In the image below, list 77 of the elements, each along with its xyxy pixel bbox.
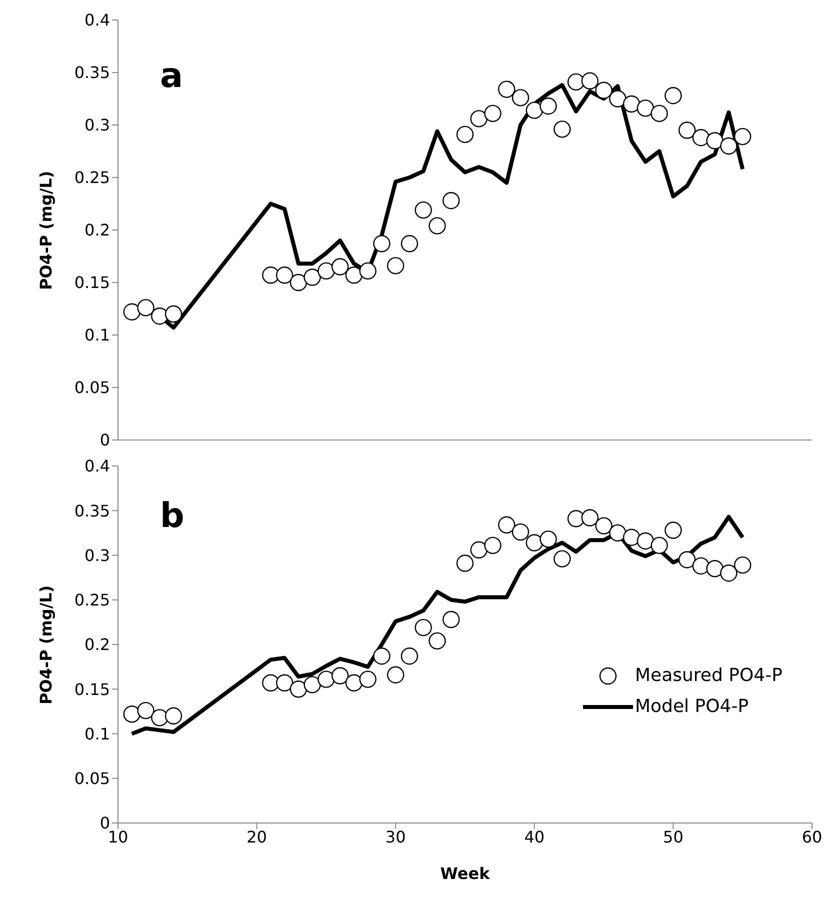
y-tick-label: 0.1: [84, 724, 110, 744]
point: [151, 308, 168, 325]
y-tick-label: 0.2: [84, 220, 110, 240]
point: [720, 564, 738, 582]
y-tick-label: 0.3: [84, 116, 110, 135]
y-tick-label: 0.4: [84, 456, 110, 476]
point: [387, 666, 404, 684]
y-tick-label: 0.3: [84, 546, 110, 565]
point: [428, 632, 446, 650]
y-tick-label: 0.05: [74, 378, 110, 398]
annotation: a: [160, 56, 183, 96]
point: [137, 702, 154, 720]
point: [512, 89, 530, 106]
point: [331, 667, 349, 684]
point: [373, 648, 390, 665]
y-axis-title: PO4-P (mg/L): [36, 170, 56, 290]
point: [442, 192, 460, 210]
x-tick-label: 50: [663, 827, 684, 846]
x-tick-label: 40: [524, 827, 545, 846]
x-tick-label: 60: [802, 827, 822, 846]
annotation: b: [160, 496, 184, 536]
point: [720, 137, 738, 155]
y-tick-label: 0.15: [74, 680, 110, 699]
x-tick-label: 20: [246, 827, 267, 846]
point: [554, 120, 571, 138]
point: [595, 82, 612, 99]
y-tick-label: 0: [100, 430, 110, 450]
point: [400, 648, 418, 665]
point: [540, 98, 557, 115]
y-tick-label: 0.35: [74, 63, 110, 82]
point: [442, 610, 460, 628]
point: [387, 257, 404, 274]
point: [456, 126, 474, 144]
point: [526, 102, 543, 119]
point: [137, 299, 154, 316]
point: [276, 266, 294, 284]
point: [414, 618, 432, 636]
point: [164, 707, 182, 724]
point: [428, 217, 446, 234]
y-axis-title: PO4-P (mg/L): [36, 585, 56, 704]
point: [554, 550, 571, 568]
y-tick-label: 0.4: [84, 10, 110, 30]
point: [359, 670, 376, 688]
point: [581, 509, 599, 526]
point: [276, 674, 294, 692]
y-tick-label: 0.1: [84, 326, 110, 345]
point: [484, 104, 502, 122]
point: [664, 87, 682, 104]
point: [706, 132, 724, 150]
point: [123, 303, 140, 320]
point: [331, 258, 349, 276]
point: [400, 235, 418, 252]
point: [164, 305, 182, 323]
point: [664, 522, 682, 539]
y-tick-label: 0.2: [84, 635, 110, 654]
y-tick-label: 0.25: [74, 168, 110, 188]
x-axis-title: Week: [440, 864, 490, 883]
x-tick-label: 10: [108, 827, 128, 846]
point: [609, 524, 626, 542]
point: [359, 262, 376, 280]
point: [678, 551, 696, 568]
point: [650, 104, 668, 122]
point: [414, 201, 432, 219]
point: [484, 536, 502, 554]
point: [456, 554, 474, 572]
y-tick-label: 0.35: [74, 501, 110, 520]
point: [581, 72, 599, 90]
point: [609, 90, 626, 108]
y-tick-label: 0.15: [74, 273, 110, 292]
point: [650, 536, 668, 554]
y-tick-label: 0: [100, 814, 110, 833]
x-tick-label: 30: [385, 827, 406, 846]
y-tick-label: 0.25: [74, 590, 110, 610]
point: [373, 235, 390, 252]
legend-label: Measured PO4-P: [635, 665, 782, 686]
y-tick-label: 0.05: [74, 769, 110, 788]
legend-label: Model PO4-P: [635, 696, 749, 717]
